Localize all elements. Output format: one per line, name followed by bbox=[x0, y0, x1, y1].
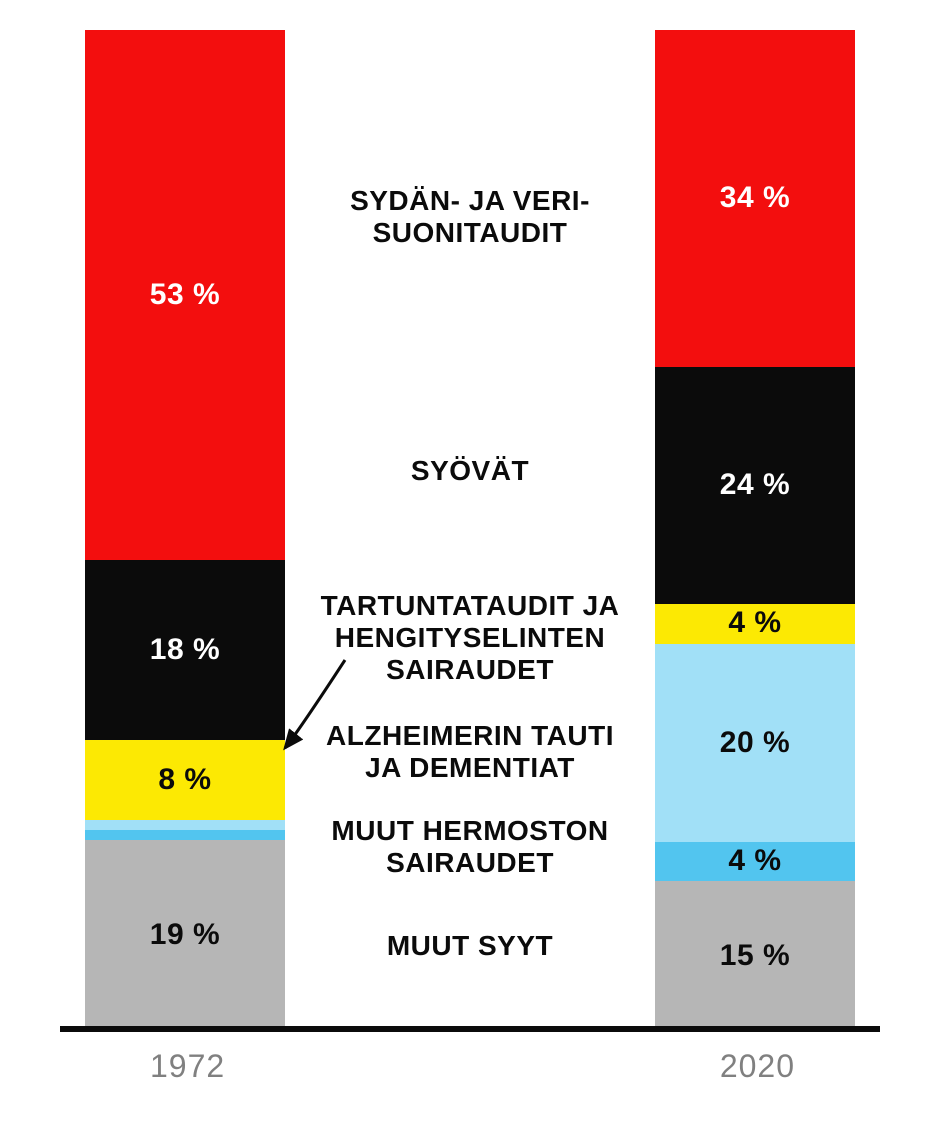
segment-value-label: 15 % bbox=[720, 939, 790, 973]
category-label-line: SUONITAUDIT bbox=[305, 217, 635, 249]
segment-1972-alzheimer bbox=[85, 820, 285, 830]
segment-value-label: 18 % bbox=[150, 633, 220, 667]
segment-value-label: 4 % bbox=[728, 606, 781, 640]
category-label-other: MUUT SYYT bbox=[305, 930, 635, 962]
category-label-line: TARTUNTATAUDIT JA bbox=[305, 590, 635, 622]
bar-2020: 34 % 24 % 4 % 20 % 4 % 15 % bbox=[655, 30, 855, 1030]
segment-value-label: 4 % bbox=[728, 844, 781, 878]
category-label-alzheimer: ALZHEIMERIN TAUTIJA DEMENTIAT bbox=[305, 720, 635, 784]
segment-1972-nervous bbox=[85, 830, 285, 840]
segment-2020-cardio: 34 % bbox=[655, 30, 855, 367]
category-label-nervous: MUUT HERMOSTONSAIRAUDET bbox=[305, 815, 635, 879]
segment-value-label: 53 % bbox=[150, 278, 220, 312]
segment-value-label: 24 % bbox=[720, 468, 790, 502]
category-label-line: SAIRAUDET bbox=[305, 847, 635, 879]
segment-2020-cancers: 24 % bbox=[655, 367, 855, 605]
category-label-line: MUUT SYYT bbox=[305, 930, 635, 962]
category-label-line: HENGITYSELINTEN bbox=[305, 622, 635, 654]
segment-value-label: 8 % bbox=[158, 763, 211, 797]
segment-2020-infectious: 4 % bbox=[655, 604, 855, 644]
category-label-line: SYDÄN- JA VERI- bbox=[305, 185, 635, 217]
bar-1972: 53 % 18 % 8 % 19 % bbox=[85, 30, 285, 1030]
category-label-infectious: TARTUNTATAUDIT JAHENGITYSELINTENSAIRAUDE… bbox=[305, 590, 635, 687]
segment-value-label: 20 % bbox=[720, 726, 790, 760]
category-label-line: JA DEMENTIAT bbox=[305, 752, 635, 784]
segment-2020-alzheimer: 20 % bbox=[655, 644, 855, 842]
segment-value-label: 34 % bbox=[720, 181, 790, 215]
year-label-2020: 2020 bbox=[720, 1048, 795, 1085]
category-label-cancers: SYÖVÄT bbox=[305, 455, 635, 487]
segment-2020-nervous: 4 % bbox=[655, 842, 855, 882]
x-axis-line bbox=[60, 1026, 880, 1032]
segment-2020-other: 15 % bbox=[655, 881, 855, 1030]
category-label-line: ALZHEIMERIN TAUTI bbox=[305, 720, 635, 752]
segment-1972-cardio: 53 % bbox=[85, 30, 285, 560]
segment-1972-cancers: 18 % bbox=[85, 560, 285, 740]
stacked-bar-chart: 53 % 18 % 8 % 19 % 34 % 24 % 4 % 20 % 4 % 15 % S… bbox=[85, 30, 855, 1030]
category-label-line: SYÖVÄT bbox=[305, 455, 635, 487]
category-label-line: SAIRAUDET bbox=[305, 654, 635, 686]
category-label-line: MUUT HERMOSTON bbox=[305, 815, 635, 847]
year-label-1972: 1972 bbox=[150, 1048, 225, 1085]
segment-value-label: 19 % bbox=[150, 918, 220, 952]
category-label-cardio: SYDÄN- JA VERI-SUONITAUDIT bbox=[305, 185, 635, 249]
segment-1972-infectious: 8 % bbox=[85, 740, 285, 820]
segment-1972-other: 19 % bbox=[85, 840, 285, 1030]
